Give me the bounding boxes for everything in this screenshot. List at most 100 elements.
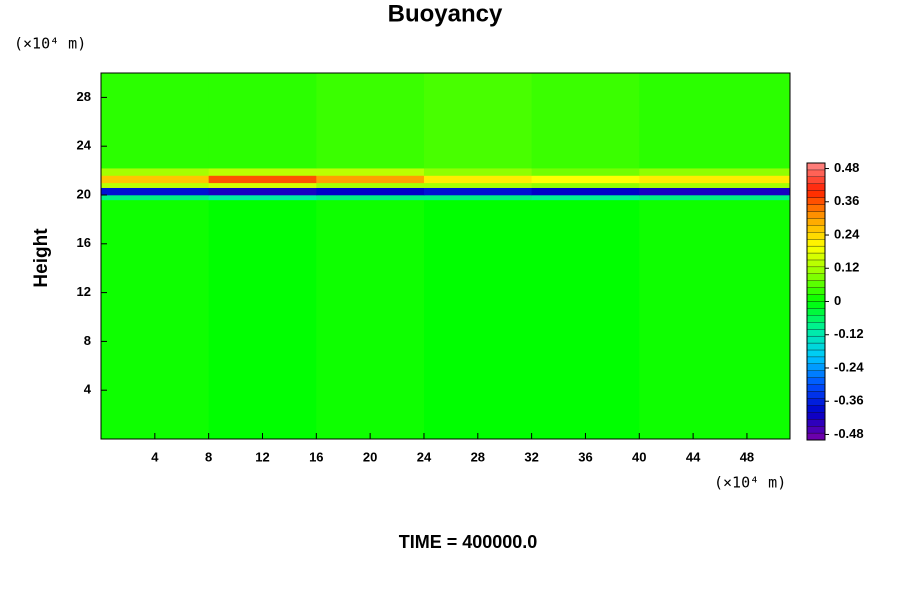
- heat-cell: [531, 195, 640, 201]
- colorbar-swatch: [806, 287, 826, 295]
- footer: TIME = 400000.0: [399, 532, 538, 552]
- colorbar-swatch: [806, 419, 826, 427]
- heat-cell: [208, 175, 317, 184]
- colorbar-tick-label: 0.48: [834, 160, 859, 175]
- plot-frame: [100, 72, 791, 440]
- heat-cell: [101, 195, 210, 201]
- colorbar-swatch: [806, 259, 826, 268]
- y-tick-label: 4: [84, 382, 92, 397]
- heat-cell: [639, 187, 791, 196]
- heat-cell: [316, 175, 425, 184]
- heat-cell: [639, 182, 791, 188]
- x-tick-label: 28: [471, 449, 485, 464]
- colorbar-swatch: [806, 432, 826, 441]
- colorbar-swatch: [806, 335, 826, 344]
- heat-cell: [531, 187, 640, 196]
- x-tick-label: 4: [151, 449, 159, 464]
- colorbar-swatch: [806, 412, 826, 420]
- heat-cell: [101, 175, 210, 184]
- colorbar-swatch: [806, 218, 826, 226]
- colorbar-swatch: [806, 363, 826, 371]
- colorbar-swatch: [806, 342, 826, 351]
- colorbar-swatch: [806, 405, 826, 413]
- x-tick-label: 16: [309, 449, 323, 464]
- colorbar-tick-label: 0.24: [834, 226, 860, 241]
- heat-cell: [316, 73, 425, 169]
- heat-cell: [531, 199, 640, 440]
- x-tick-label: 20: [363, 449, 377, 464]
- colorbar-swatch: [806, 169, 826, 178]
- heat-cell: [423, 199, 533, 440]
- colorbar-swatch: [806, 239, 826, 247]
- y-tick-label: 20: [77, 186, 91, 201]
- y-tick-label: 16: [77, 235, 91, 250]
- colorbar-swatch: [806, 273, 826, 281]
- y-tick-label: 28: [77, 89, 91, 104]
- heat-cell: [639, 175, 791, 184]
- y-tick-label: 24: [77, 138, 92, 153]
- heat-cell: [316, 199, 425, 440]
- heat-cell: [208, 199, 317, 440]
- colorbar-swatch: [806, 245, 826, 254]
- colorbar-swatch: [806, 398, 826, 406]
- y-unit: (×10⁴ m): [14, 35, 86, 53]
- heat-cell: [101, 187, 210, 196]
- colorbar-swatch: [806, 190, 826, 198]
- colorbar-swatch: [806, 204, 826, 212]
- y-tick-label: 8: [84, 333, 91, 348]
- colorbar-swatch: [806, 176, 826, 184]
- colorbar-swatch: [806, 308, 826, 316]
- colorbar-swatch: [806, 370, 826, 378]
- heat-cell: [423, 195, 533, 201]
- heat-cell: [316, 187, 425, 196]
- heat-cell: [639, 168, 791, 176]
- heat-cell: [208, 195, 317, 201]
- colorbar-tick-label: -0.48: [834, 426, 864, 441]
- heat-cell: [423, 175, 533, 184]
- heat-cell: [531, 73, 640, 169]
- x-tick-label: 24: [417, 449, 432, 464]
- heat-cell: [639, 73, 791, 169]
- heat-cell: [639, 195, 791, 201]
- x-tick-label: 12: [255, 449, 269, 464]
- colorbar-swatch: [806, 280, 826, 288]
- heat-cell: [208, 182, 317, 188]
- heat-cell: [423, 73, 533, 169]
- colorbar-tick-label: 0.12: [834, 260, 859, 275]
- heat-cell: [423, 187, 533, 196]
- heat-cell: [208, 168, 317, 176]
- colorbar-swatch: [806, 425, 826, 434]
- y-tick-label: 12: [77, 284, 91, 299]
- chart-title: Buoyancy: [388, 0, 503, 27]
- colorbar-swatch: [806, 377, 826, 385]
- colorbar-swatch: [806, 183, 826, 191]
- x-tick-label: 36: [578, 449, 592, 464]
- colorbar-swatch: [806, 232, 826, 240]
- colorbar-tick-label: 0: [834, 293, 841, 308]
- colorbar-swatch: [806, 391, 826, 399]
- colorbar-swatch: [806, 252, 826, 261]
- x-unit: (×10⁴ m): [714, 474, 786, 492]
- colorbar-swatch: [806, 225, 826, 233]
- colorbar-swatch: [806, 197, 826, 205]
- x-tick-label: 8: [205, 449, 212, 464]
- heat-cell: [208, 187, 317, 196]
- heat-cell: [208, 73, 317, 169]
- x-tick-label: 44: [686, 449, 701, 464]
- heat-cell: [531, 168, 640, 176]
- x-tick-label: 40: [632, 449, 646, 464]
- colorbar-swatch: [806, 384, 826, 392]
- colorbar-tick-label: -0.24: [834, 359, 864, 374]
- colorbar-tick-label: 0.36: [834, 193, 859, 208]
- x-tick-label: 32: [524, 449, 538, 464]
- x-tick-label: 48: [740, 449, 754, 464]
- colorbar-swatch: [806, 356, 826, 364]
- colorbar-tick-label: -0.36: [834, 393, 864, 408]
- heat-cell: [531, 175, 640, 184]
- heat-cell: [316, 168, 425, 176]
- colorbar-swatch: [806, 266, 826, 274]
- heat-cell: [101, 199, 210, 440]
- colorbar-tick-label: -0.12: [834, 326, 864, 341]
- heat-cell: [639, 199, 791, 440]
